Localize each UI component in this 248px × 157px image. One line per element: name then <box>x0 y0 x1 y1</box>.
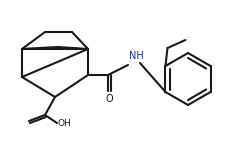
Text: OH: OH <box>58 119 72 127</box>
Text: NH: NH <box>129 51 144 61</box>
Text: O: O <box>105 94 113 104</box>
